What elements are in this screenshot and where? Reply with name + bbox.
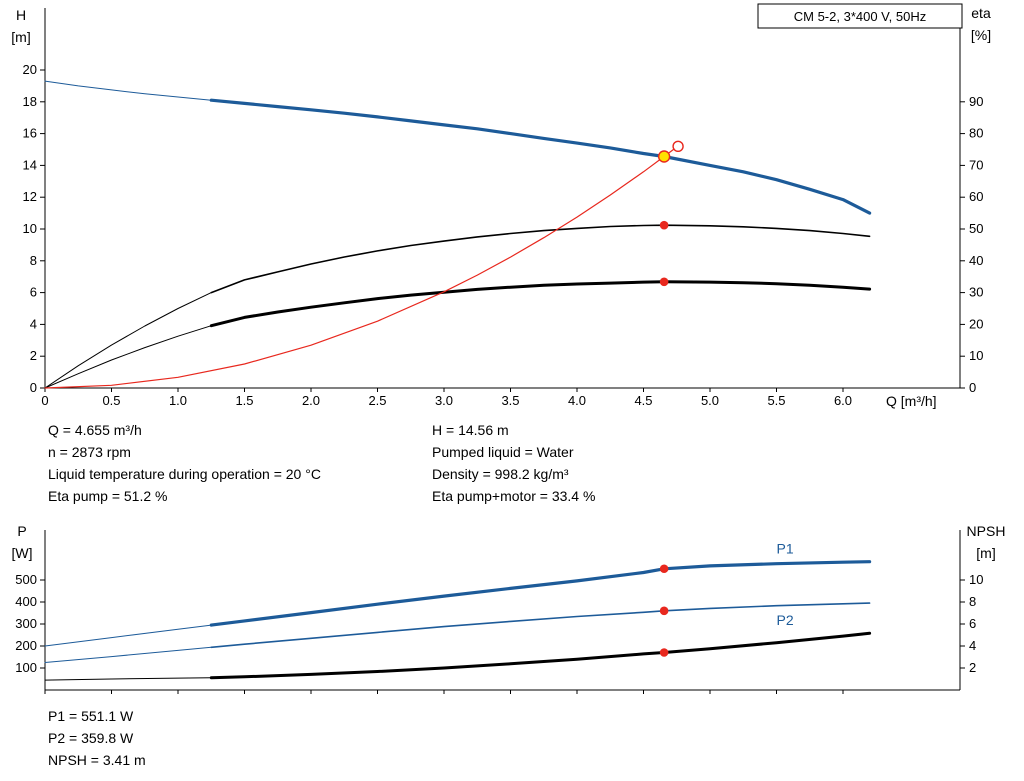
- svg-text:8: 8: [969, 594, 976, 609]
- svg-text:4.0: 4.0: [568, 393, 586, 408]
- svg-text:2: 2: [969, 660, 976, 675]
- pump-title-box: [757, 3, 963, 29]
- svg-text:eta: eta: [971, 5, 991, 21]
- svg-text:2.5: 2.5: [368, 393, 386, 408]
- eta-pump-motor-point: [659, 277, 669, 287]
- svg-text:40: 40: [969, 253, 983, 268]
- pump-curve-h-q: [209, 98, 872, 215]
- svg-text:18: 18: [23, 94, 37, 109]
- npsh-point: [659, 648, 669, 657]
- power-npsh-chart: 100 200 300 400 500 2 4 6 8 10 P [W] NPSH [m] P1 P2: [12, 523, 1006, 694]
- svg-text:10: 10: [969, 572, 983, 587]
- svg-text:5.5: 5.5: [767, 393, 785, 408]
- svg-text:8: 8: [30, 253, 37, 268]
- p1-curve: [209, 560, 872, 627]
- svg-text:50: 50: [969, 221, 983, 236]
- svg-text:100: 100: [15, 660, 37, 675]
- npsh-value: NPSH = 3.41 m: [48, 752, 146, 768]
- svg-text:[m]: [m]: [976, 545, 995, 561]
- svg-text:[W]: [W]: [12, 545, 33, 561]
- svg-text:60: 60: [969, 189, 983, 204]
- svg-text:1.0: 1.0: [169, 393, 187, 408]
- svg-text:400: 400: [15, 594, 37, 609]
- svg-text:12: 12: [23, 189, 37, 204]
- svg-text:3.5: 3.5: [501, 393, 519, 408]
- pump-title: CM 5-2, 3*400 V, 50Hz: [794, 9, 926, 24]
- curve-label-p1: P1: [777, 541, 794, 557]
- curve-label-p2: P2: [777, 612, 794, 628]
- svg-text:P: P: [17, 523, 26, 539]
- svg-text:2.0: 2.0: [302, 393, 320, 408]
- power-info-column: P1 = 551.1 W P2 = 359.8 W NPSH = 3.41 m: [48, 705, 146, 771]
- eta-pump-motor-curve-thin: [44, 325, 212, 389]
- svg-text:20: 20: [23, 62, 37, 77]
- svg-text:Q [m³/h]: Q [m³/h]: [886, 393, 937, 409]
- svg-text:200: 200: [15, 638, 37, 653]
- svg-text:0: 0: [30, 380, 37, 395]
- svg-text:[m]: [m]: [11, 29, 30, 45]
- svg-text:0.5: 0.5: [102, 393, 120, 408]
- svg-text:14: 14: [23, 157, 37, 172]
- svg-text:H: H: [16, 7, 26, 23]
- svg-text:0: 0: [41, 393, 48, 408]
- eta-pump-point: [659, 220, 669, 230]
- liquid-temperature-value: Liquid temperature during operation = 20…: [48, 466, 321, 482]
- p1-point: [659, 564, 669, 574]
- npsh-curve-thin: [44, 677, 212, 681]
- duty-info-right-column: H = 14.56 m Pumped liquid = Water Densit…: [432, 419, 595, 507]
- svg-text:6: 6: [969, 616, 976, 631]
- p2-curve: [210, 602, 871, 649]
- svg-text:[%]: [%]: [971, 27, 991, 43]
- svg-text:4: 4: [969, 638, 976, 653]
- pump-speed-value: n = 2873 rpm: [48, 444, 131, 460]
- svg-text:10: 10: [23, 221, 37, 236]
- svg-text:NPSH: NPSH: [967, 523, 1006, 539]
- svg-text:90: 90: [969, 94, 983, 109]
- eta-pump-motor-value: Eta pump+motor = 33.4 %: [432, 488, 596, 504]
- density-value: Density = 998.2 kg/m³: [432, 466, 569, 482]
- duty-info-left-column: Q = 4.655 m³/h n = 2873 rpm Liquid tempe…: [48, 419, 321, 507]
- svg-text:6: 6: [30, 285, 37, 300]
- svg-text:30: 30: [969, 285, 983, 300]
- system-curve-end-point: [672, 140, 684, 153]
- svg-text:500: 500: [15, 572, 37, 587]
- p2-point: [659, 606, 669, 616]
- eta-pump-value: Eta pump = 51.2 %: [48, 488, 168, 504]
- p2-curve-thin: [44, 646, 212, 663]
- p1-curve-thin: [44, 624, 212, 647]
- svg-text:16: 16: [23, 126, 37, 141]
- svg-text:70: 70: [969, 157, 983, 172]
- duty-head-value: H = 14.56 m: [432, 422, 509, 438]
- eta-pump-motor-curve: [209, 280, 872, 328]
- svg-text:80: 80: [969, 126, 983, 141]
- svg-text:0: 0: [969, 380, 976, 395]
- p1-value: P1 = 551.1 W: [48, 708, 134, 724]
- qh-efficiency-chart: 0 0.5 1.0 1.5 2.0 2.5 3.0 3.5 4.0 4.5 5.0 5.5 6.0 0 2 4…: [11, 3, 991, 409]
- svg-text:4.5: 4.5: [634, 393, 652, 408]
- svg-text:5.0: 5.0: [701, 393, 719, 408]
- svg-text:6.0: 6.0: [834, 393, 852, 408]
- npsh-curve: [209, 631, 872, 680]
- svg-text:20: 20: [969, 316, 983, 331]
- svg-text:3.0: 3.0: [435, 393, 453, 408]
- eta-pump-curve: [210, 224, 871, 294]
- svg-text:10: 10: [969, 348, 983, 363]
- duty-q-value: Q = 4.655 m³/h: [48, 422, 142, 438]
- svg-text:4: 4: [30, 316, 37, 331]
- pumped-liquid-value: Pumped liquid = Water: [432, 444, 574, 460]
- svg-text:1.5: 1.5: [235, 393, 253, 408]
- duty-point: [657, 150, 671, 163]
- system-curve: [44, 148, 675, 389]
- pump-curve-h-q-thin: [44, 80, 212, 101]
- eta-pump-curve-thin: [44, 292, 212, 389]
- p2-value: P2 = 359.8 W: [48, 730, 134, 746]
- svg-text:300: 300: [15, 616, 37, 631]
- svg-text:2: 2: [30, 348, 37, 363]
